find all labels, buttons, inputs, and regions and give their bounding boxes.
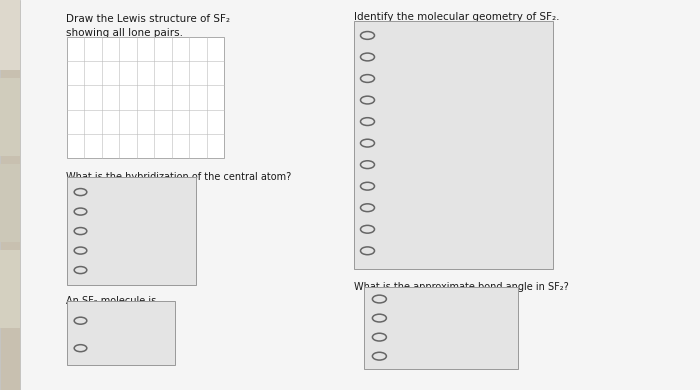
Text: trigonal bipyramidal: trigonal bipyramidal xyxy=(384,74,482,83)
FancyBboxPatch shape xyxy=(0,78,20,156)
Text: sp: sp xyxy=(96,187,107,197)
FancyBboxPatch shape xyxy=(66,37,224,158)
FancyBboxPatch shape xyxy=(66,301,175,365)
FancyBboxPatch shape xyxy=(0,250,20,328)
Text: octahedral: octahedral xyxy=(384,117,436,127)
FancyBboxPatch shape xyxy=(364,287,518,369)
Text: linear: linear xyxy=(384,138,412,148)
Text: sp³: sp³ xyxy=(96,226,111,236)
Text: showing all lone pairs.: showing all lone pairs. xyxy=(66,28,183,38)
Text: What is the hybridization of the central atom?: What is the hybridization of the central… xyxy=(66,172,292,182)
Text: An SF₂ molecule is: An SF₂ molecule is xyxy=(66,296,157,307)
Text: 180 degrees: 180 degrees xyxy=(395,351,456,361)
Text: bent: bent xyxy=(384,246,406,256)
Text: square planar: square planar xyxy=(384,160,452,170)
FancyBboxPatch shape xyxy=(66,177,196,285)
Text: tetrahedral: tetrahedral xyxy=(384,203,438,213)
FancyBboxPatch shape xyxy=(354,21,553,269)
Text: trigonal pyramidal: trigonal pyramidal xyxy=(384,224,473,234)
Text: 90 degrees: 90 degrees xyxy=(395,294,450,304)
Text: Identify the molecular geometry of SF₂.: Identify the molecular geometry of SF₂. xyxy=(354,12,559,22)
Text: square pyramidal: square pyramidal xyxy=(384,52,469,62)
Text: Draw the Lewis structure of SF₂: Draw the Lewis structure of SF₂ xyxy=(66,14,230,24)
Text: trigonal planar: trigonal planar xyxy=(384,95,456,105)
Text: sp³d²: sp³d² xyxy=(96,265,121,275)
FancyBboxPatch shape xyxy=(0,0,20,390)
Text: sp²: sp² xyxy=(96,207,111,216)
Text: T-shaped: T-shaped xyxy=(384,181,428,191)
FancyBboxPatch shape xyxy=(0,0,20,70)
Text: polar.: polar. xyxy=(96,316,123,326)
Text: What is the approximate bond angle in SF₂?: What is the approximate bond angle in SF… xyxy=(354,282,568,292)
Text: nonpolar.: nonpolar. xyxy=(96,343,141,353)
Text: see-saw: see-saw xyxy=(384,30,424,41)
Text: sp³d: sp³d xyxy=(96,246,118,255)
Text: 120 degrees: 120 degrees xyxy=(395,332,456,342)
Text: 105 degrees: 105 degrees xyxy=(395,313,456,323)
FancyBboxPatch shape xyxy=(0,164,20,242)
